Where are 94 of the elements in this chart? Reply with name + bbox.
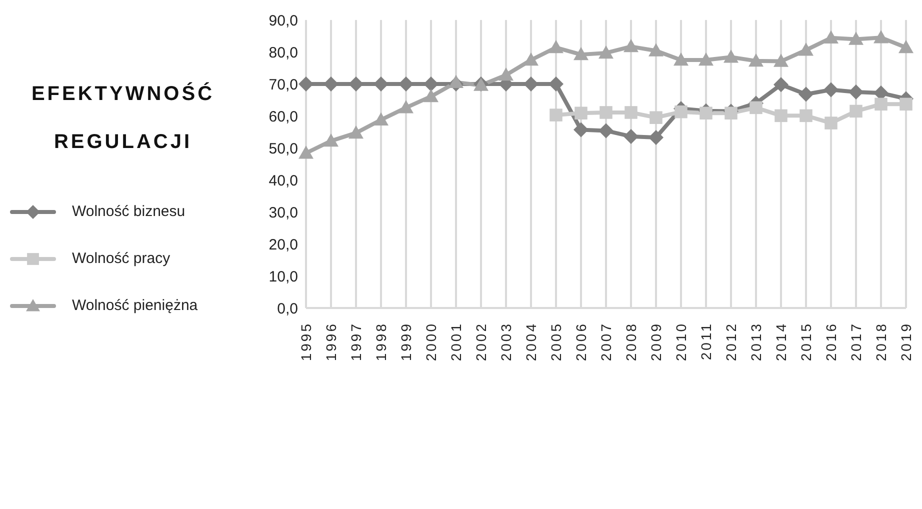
point: [374, 76, 388, 92]
point: [548, 76, 564, 92]
point: [674, 52, 688, 66]
x-tick-label: 1999: [398, 322, 414, 362]
x-tick-label: 2013: [748, 322, 764, 362]
point: [424, 88, 438, 102]
point: [698, 52, 714, 66]
point: [324, 76, 338, 92]
point: [774, 77, 788, 92]
x-tick-label: 2010: [673, 322, 689, 362]
point: [874, 30, 888, 44]
point: [524, 52, 538, 66]
point: [624, 39, 638, 52]
point: [348, 76, 364, 92]
x-tick-label: 1998: [373, 322, 389, 362]
point: [848, 84, 864, 100]
point: [424, 76, 438, 92]
x-tick-label: 2015: [798, 322, 814, 362]
point: [774, 54, 788, 67]
point: [800, 109, 812, 122]
x-tick-label: 2006: [573, 322, 589, 362]
x-tick-label: 2000: [423, 322, 439, 362]
x-tick-label: 2009: [648, 322, 664, 362]
x-tick-label: 1996: [323, 322, 339, 362]
x-tick-label: 1997: [348, 322, 364, 362]
x-tick-label: 2017: [848, 322, 864, 362]
point: [724, 106, 738, 120]
point: [598, 123, 614, 138]
point: [398, 76, 414, 92]
point: [298, 76, 314, 92]
y-tick-label: 10,0: [268, 268, 298, 286]
point: [548, 40, 564, 54]
point: [574, 47, 588, 60]
x-tick-label: 2016: [823, 322, 839, 362]
x-tick-label: 2011: [698, 322, 714, 360]
legend-label: Wolność pieniężna: [72, 297, 198, 314]
x-tick-label: 2018: [873, 322, 889, 362]
x-tick-label: 2005: [548, 322, 564, 362]
point: [550, 108, 562, 122]
point: [624, 106, 638, 119]
point: [598, 45, 614, 59]
point: [324, 133, 338, 147]
x-tick-label: 2008: [623, 322, 639, 362]
point: [750, 101, 762, 114]
point: [798, 42, 814, 56]
point: [874, 98, 888, 111]
point: [724, 50, 738, 63]
x-tick-label: 2007: [598, 322, 614, 362]
x-tick-label: 1995: [298, 322, 314, 362]
point: [624, 128, 638, 144]
x-tick-label: 2002: [473, 322, 489, 362]
x-tick-label: 2004: [523, 322, 539, 362]
point: [850, 104, 862, 118]
chart-title: EFEKTYWNOŚĆ REGULACJI: [31, 83, 215, 153]
legend-label: Wolność biznesu: [72, 203, 186, 220]
x-tick-label: 2014: [773, 322, 789, 362]
x-tick-label: 2001: [448, 322, 464, 362]
y-tick-label: 30,0: [268, 204, 298, 222]
point: [574, 122, 588, 138]
point: [600, 106, 612, 119]
y-tick-label: 50,0: [268, 140, 298, 158]
point: [774, 109, 788, 122]
point: [648, 43, 664, 56]
point: [748, 53, 764, 67]
point: [574, 106, 588, 120]
x-tick-label: 2019: [898, 322, 914, 362]
point: [398, 100, 414, 114]
point: [824, 116, 838, 130]
y-tick-label: 80,0: [268, 44, 298, 62]
point: [700, 106, 712, 120]
point: [348, 125, 364, 139]
point: [650, 111, 662, 124]
y-tick-label: 20,0: [268, 236, 298, 254]
y-tick-label: 70,0: [268, 76, 298, 94]
point: [674, 105, 688, 118]
point: [648, 130, 664, 145]
point: [798, 86, 814, 102]
point: [824, 30, 838, 44]
y-tick-label: 0,0: [277, 300, 298, 318]
point: [524, 76, 538, 92]
point: [298, 146, 314, 159]
point: [498, 68, 514, 81]
point: [448, 74, 464, 88]
point: [374, 112, 388, 126]
point: [824, 82, 838, 98]
x-tick-label: 2012: [723, 322, 739, 362]
point: [848, 32, 864, 45]
legend-label: Wolność pracy: [72, 250, 170, 267]
point: [898, 40, 914, 54]
y-tick-label: 60,0: [268, 108, 298, 126]
y-tick-label: 40,0: [268, 172, 298, 190]
y-tick-label: 90,0: [268, 12, 298, 30]
x-tick-label: 2003: [498, 322, 514, 362]
point: [900, 98, 912, 111]
